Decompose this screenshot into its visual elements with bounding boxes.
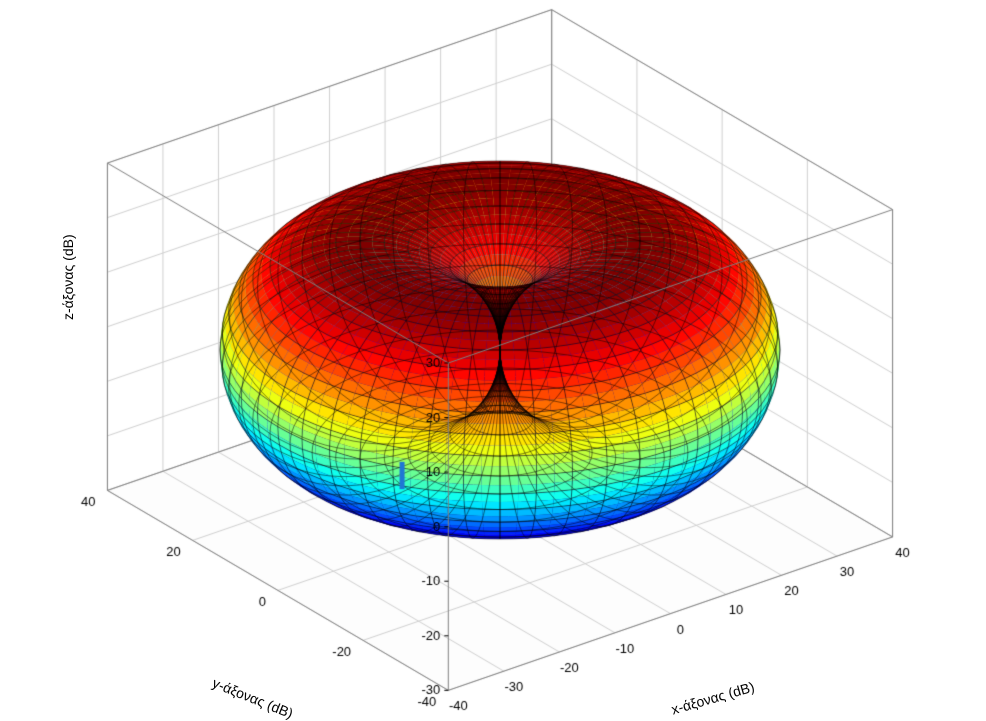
plot-canvas xyxy=(0,0,986,721)
plot-3d-container: z-άξονας (dB) y-άξονας (dB) x-άξονας (dB… xyxy=(0,0,986,721)
z-axis-label: z-άξονας (dB) xyxy=(60,234,76,320)
